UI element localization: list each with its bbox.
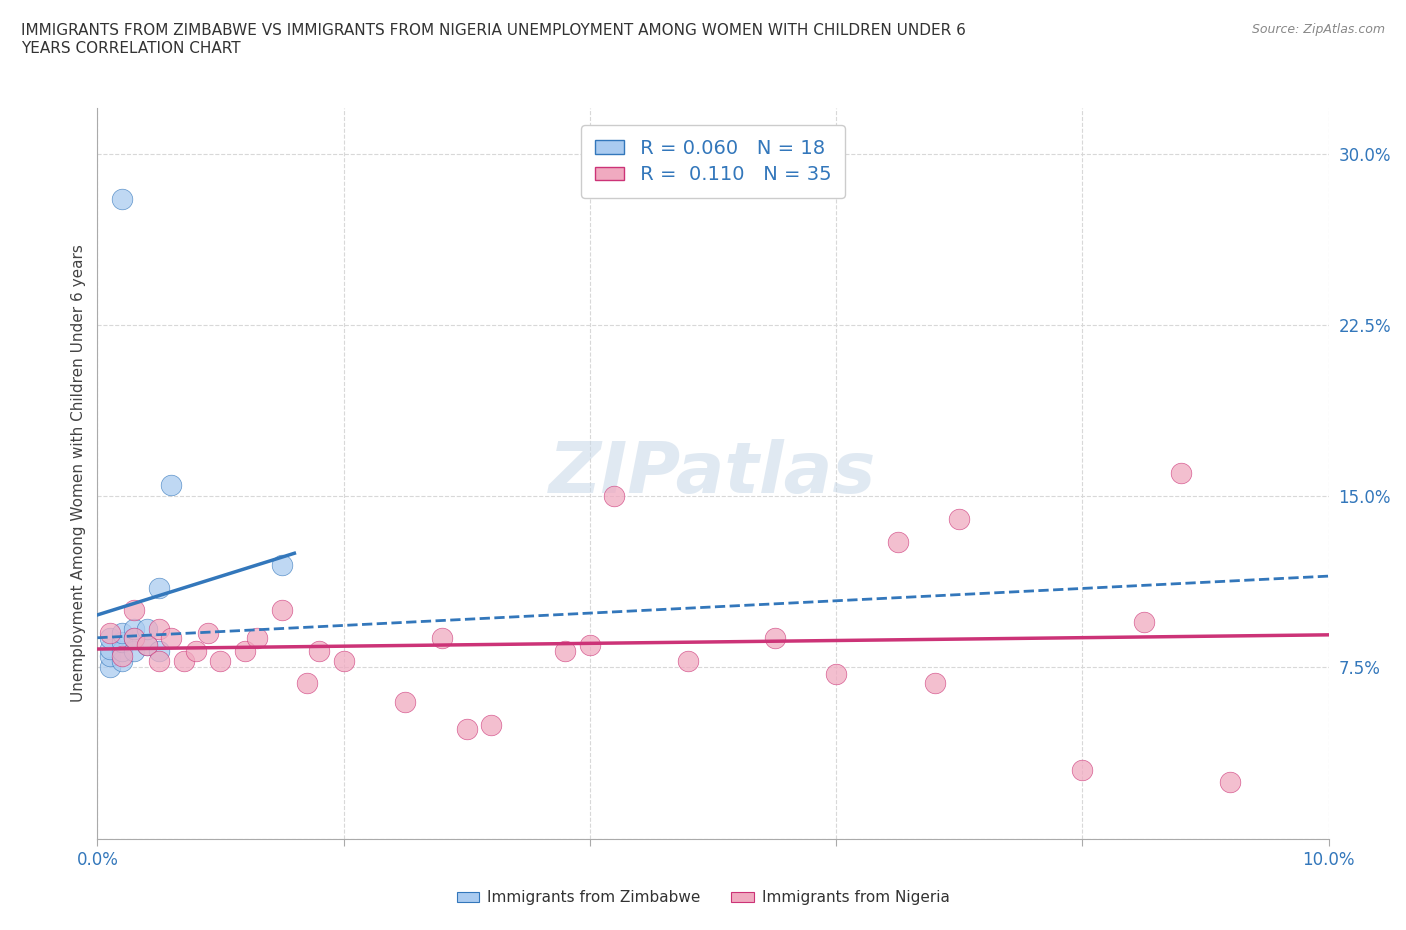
Point [111, 192, 134, 206]
Point [184, 644, 207, 658]
Point [233, 644, 256, 658]
Point [98, 660, 121, 675]
Point [197, 626, 219, 641]
Point [394, 695, 416, 710]
Point [111, 626, 134, 641]
Point [111, 653, 134, 668]
Point [111, 644, 134, 658]
Y-axis label: Unemployment Among Women with Children Under 6 years: Unemployment Among Women with Children U… [72, 245, 86, 702]
Point [456, 722, 478, 737]
Point [148, 621, 170, 636]
Text: IMMIGRANTS FROM ZIMBABWE VS IMMIGRANTS FROM NIGERIA UNEMPLOYMENT AMONG WOMEN WIT: IMMIGRANTS FROM ZIMBABWE VS IMMIGRANTS F… [21, 23, 966, 56]
Point [295, 676, 318, 691]
Point [924, 676, 946, 691]
Point [173, 653, 195, 668]
Point [124, 644, 146, 658]
Point [308, 644, 330, 658]
Point [603, 489, 626, 504]
Point [1219, 774, 1241, 789]
Point [124, 603, 146, 618]
Text: Source: ZipAtlas.com: Source: ZipAtlas.com [1251, 23, 1385, 36]
Legend:  R = 0.060   N = 18,  R =  0.110   N = 35: R = 0.060 N = 18, R = 0.110 N = 35 [581, 125, 845, 198]
Point [135, 637, 157, 652]
Point [209, 653, 232, 668]
Point [124, 631, 146, 645]
Point [271, 603, 294, 618]
Point [332, 653, 354, 668]
Point [135, 621, 157, 636]
Point [430, 631, 453, 645]
Point [479, 717, 502, 732]
Point [271, 557, 294, 572]
Legend: Immigrants from Zimbabwe, Immigrants from Nigeria: Immigrants from Zimbabwe, Immigrants fro… [449, 883, 957, 913]
Point [160, 477, 183, 492]
Point [98, 631, 121, 645]
Point [111, 648, 134, 663]
Point [111, 635, 134, 650]
Point [948, 512, 970, 526]
Point [246, 631, 269, 645]
Point [579, 637, 602, 652]
Point [98, 648, 121, 663]
Point [124, 631, 146, 645]
Text: ZIPatlas: ZIPatlas [550, 439, 877, 508]
Point [1071, 763, 1094, 777]
Point [148, 644, 170, 658]
Point [160, 631, 183, 645]
Point [98, 626, 121, 641]
Point [124, 621, 146, 636]
Point [763, 631, 786, 645]
Point [886, 535, 908, 550]
Point [135, 637, 157, 652]
Point [1170, 466, 1192, 481]
Point [825, 667, 848, 682]
Point [98, 642, 121, 657]
Point [554, 644, 576, 658]
Point [678, 653, 700, 668]
Point [148, 653, 170, 668]
Point [1133, 615, 1156, 630]
Point [148, 580, 170, 595]
